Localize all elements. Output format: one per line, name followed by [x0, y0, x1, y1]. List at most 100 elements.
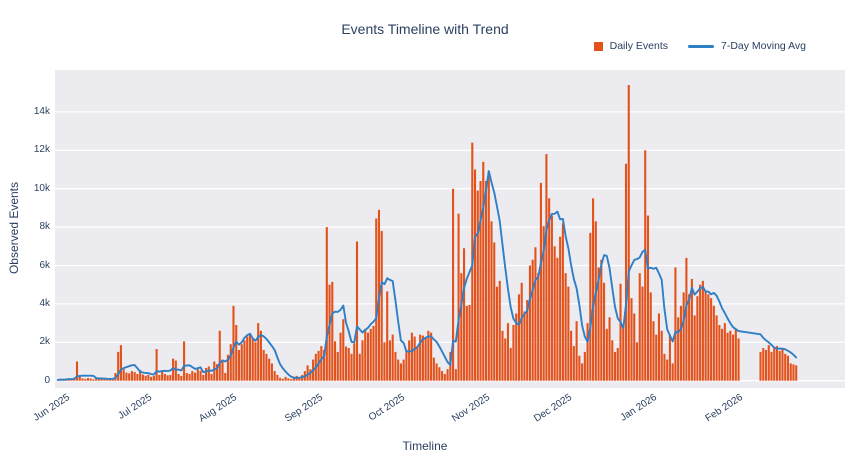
bar: [718, 325, 721, 381]
bar: [202, 374, 205, 381]
bar: [657, 313, 660, 381]
bar: [185, 373, 188, 381]
bar: [290, 379, 293, 381]
bar: [75, 361, 79, 381]
bar: [619, 283, 622, 381]
y-axis-title: Observed Events: [7, 181, 21, 275]
plot-canvas: [55, 70, 845, 388]
bar: [226, 354, 230, 381]
bar: [704, 290, 707, 381]
bar: [152, 375, 155, 381]
bar: [344, 346, 348, 381]
bar: [270, 363, 273, 381]
bar: [792, 364, 795, 381]
bar: [581, 363, 584, 381]
legend-item-moving-avg[interactable]: 7-Day Moving Avg: [687, 40, 806, 52]
bar: [251, 338, 254, 381]
bar: [463, 248, 466, 381]
bar: [572, 346, 575, 381]
bar: [616, 348, 619, 381]
bar: [449, 351, 452, 381]
bar: [413, 336, 416, 381]
bar: [732, 334, 735, 381]
bar: [347, 348, 350, 381]
bar: [213, 361, 216, 381]
bar: [539, 182, 542, 381]
bar: [726, 332, 729, 381]
bar: [388, 340, 391, 381]
bar: [265, 353, 268, 381]
bar: [586, 323, 589, 381]
bar: [210, 373, 213, 381]
bar: [460, 273, 463, 381]
bar: [737, 338, 740, 381]
y-tick-label: 8k: [39, 221, 50, 233]
bar: [328, 284, 331, 381]
bar: [534, 247, 537, 381]
bar: [668, 334, 671, 381]
bar: [528, 265, 531, 381]
bar: [465, 305, 468, 381]
bar: [86, 378, 90, 381]
y-tick-label: 14k: [33, 105, 50, 117]
bar: [410, 332, 413, 381]
y-tick-label: 4k: [39, 297, 50, 309]
bar: [600, 259, 603, 381]
bar: [729, 330, 732, 381]
bar: [281, 378, 284, 381]
legend-item-daily-events[interactable]: Daily Events: [593, 40, 668, 52]
bar: [487, 171, 490, 381]
x-tick-label: Sep 2025: [282, 392, 325, 425]
bar: [276, 374, 279, 381]
bar: [84, 378, 87, 381]
plot-background: [55, 70, 845, 388]
bar: [490, 221, 493, 381]
bar: [218, 330, 221, 381]
bar: [759, 351, 762, 381]
bar: [97, 378, 101, 381]
bar: [380, 230, 383, 381]
bar: [635, 342, 639, 381]
bar: [641, 286, 644, 381]
bar: [679, 305, 682, 381]
bar: [158, 374, 161, 381]
legend-label-daily-events: Daily Events: [609, 40, 668, 52]
bar: [515, 313, 518, 381]
bar: [130, 371, 133, 381]
bar: [424, 338, 427, 381]
bar: [473, 169, 477, 381]
bar: [339, 332, 342, 381]
bar: [556, 257, 559, 381]
plot-area[interactable]: [55, 70, 845, 388]
bar: [89, 378, 92, 381]
bar: [257, 323, 260, 381]
bar: [144, 375, 147, 381]
bar: [663, 353, 666, 381]
bar: [627, 85, 630, 381]
bar: [108, 379, 112, 381]
bar: [575, 321, 578, 381]
bar: [147, 374, 150, 381]
bar: [710, 298, 713, 381]
bar: [325, 227, 328, 381]
bar: [666, 359, 669, 381]
bar: [723, 323, 726, 381]
x-tick-label: Jul 2025: [116, 392, 155, 422]
bar: [306, 365, 309, 381]
bar: [548, 198, 551, 381]
bar: [383, 342, 386, 381]
bar: [773, 348, 776, 381]
bar: [394, 351, 397, 381]
bar: [408, 340, 411, 381]
bar: [287, 378, 290, 381]
bar: [786, 355, 790, 381]
bar: [199, 370, 202, 381]
bar: [589, 232, 592, 381]
bar: [180, 375, 183, 381]
x-tick-label: Oct 2025: [366, 392, 407, 424]
bar: [419, 334, 422, 381]
bar: [279, 377, 282, 381]
bar: [652, 321, 655, 381]
bar: [622, 326, 625, 381]
bar: [542, 226, 545, 381]
